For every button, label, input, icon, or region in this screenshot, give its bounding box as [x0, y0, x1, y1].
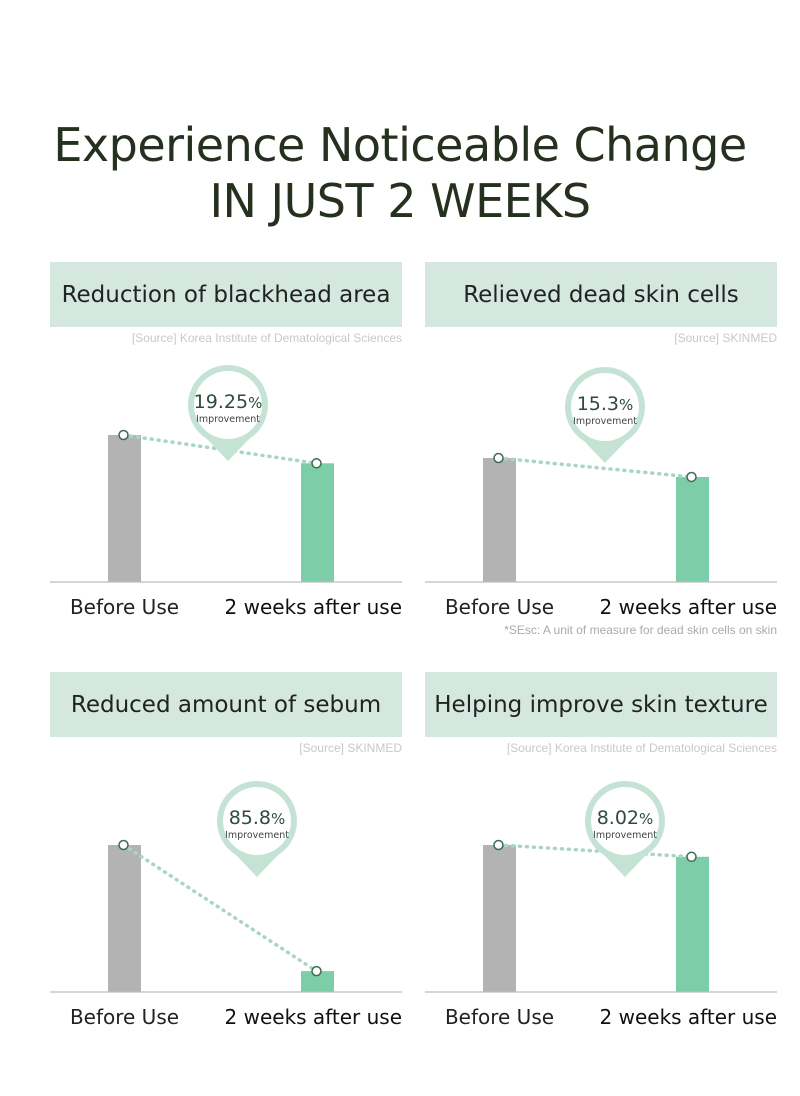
- source-note: [Source] Korea Institute of Dematologica…: [131, 331, 402, 345]
- improvement-label: Improvement: [593, 830, 657, 841]
- tick-label-before-use: Before Use: [70, 595, 179, 619]
- bar-after-use: [676, 856, 709, 992]
- badge-pointer: [207, 439, 249, 461]
- bar-chart: Before Use 2 weeks after use 15.3%Improvem…: [425, 367, 777, 619]
- marker-after: [311, 965, 322, 977]
- marker-before: [493, 452, 504, 464]
- bar-after-use: [301, 971, 334, 992]
- tick-label-before-use: Before Use: [70, 1005, 179, 1029]
- bar-chart: Before Use 2 weeks after use 8.02%Improvem…: [425, 781, 777, 1029]
- source-note: [Source] SKINMED: [674, 331, 777, 345]
- trend-dotted-line: [496, 456, 694, 479]
- chart-panel-dead-skin: Relieved dead skin cells [Source] SKINME…: [425, 262, 777, 672]
- trend-dotted-line: [496, 843, 694, 859]
- bar-before-use: [483, 458, 516, 582]
- marker-before: [493, 839, 504, 851]
- bar-before-use: [483, 845, 516, 992]
- tick-label-before-use: Before Use: [445, 1005, 554, 1029]
- bar-after-use: [676, 476, 709, 582]
- headline-line-1: Experience Noticeable Change: [53, 118, 747, 172]
- badge-center: [591, 787, 659, 855]
- source-note: [Source] Korea Institute of Dematologica…: [506, 741, 777, 755]
- improvement-badge: 8.02%Improvement: [585, 781, 665, 877]
- tick-label-after-use: 2 weeks after use: [225, 595, 402, 619]
- badge-center: [223, 787, 291, 855]
- badge-center: [194, 371, 262, 439]
- trend-dotted-line: [121, 843, 319, 973]
- tick-label-after-use: 2 weeks after use: [600, 1005, 777, 1029]
- marker-before: [118, 429, 129, 441]
- bar-chart: Before Use 2 weeks after use 19.25%Improve…: [50, 365, 402, 619]
- chart-panel-blackhead: Reduction of blackhead area [Source] Kor…: [50, 262, 402, 672]
- footnote: *SEsc: A unit of measure for dead skin c…: [504, 623, 777, 637]
- bar-before-use: [108, 435, 141, 582]
- tick-label-after-use: 2 weeks after use: [225, 1005, 402, 1029]
- marker-after: [686, 851, 697, 863]
- headline-line-2: IN JUST 2 WEEKS: [209, 174, 591, 228]
- improvement-badge: 15.3%Improvement: [565, 367, 645, 463]
- bar-chart: Before Use 2 weeks after use 85.8%Improvem…: [50, 781, 402, 1029]
- chart-panel-skin-texture: Helping improve skin texture [Source] Ko…: [425, 672, 777, 1082]
- tick-label-before-use: Before Use: [445, 595, 554, 619]
- improvement-label: Improvement: [573, 416, 637, 427]
- marker-after: [311, 458, 322, 469]
- badge-pointer: [584, 441, 626, 463]
- marker-before: [118, 839, 129, 851]
- marker-after: [686, 471, 697, 483]
- improvement-value: 8.02%: [597, 807, 654, 829]
- improvement-value: 15.3%: [577, 393, 634, 415]
- chart-title-banner: Helping improve skin texture: [425, 672, 777, 737]
- tick-label-after-use: 2 weeks after use: [600, 595, 777, 619]
- improvement-badge: 19.25%Improvement: [188, 365, 268, 461]
- improvement-badge: 85.8%Improvement: [217, 781, 297, 877]
- improvement-label: Improvement: [196, 414, 260, 425]
- badge-center: [571, 373, 639, 441]
- improvement-label: Improvement: [225, 830, 289, 841]
- badge-pointer: [604, 855, 646, 877]
- bar-after-use: [301, 463, 334, 582]
- chart-title-banner: Reduction of blackhead area: [50, 262, 402, 327]
- improvement-value: 85.8%: [229, 807, 286, 829]
- badge-pointer: [236, 855, 278, 877]
- bar-before-use: [108, 845, 141, 992]
- source-note: [Source] SKINMED: [299, 741, 402, 755]
- improvement-value: 19.25%: [194, 391, 263, 413]
- chart-panel-sebum: Reduced amount of sebum [Source] SKINMED…: [50, 672, 402, 1082]
- chart-title-banner: Relieved dead skin cells: [425, 262, 777, 327]
- chart-title-banner: Reduced amount of sebum: [50, 672, 402, 737]
